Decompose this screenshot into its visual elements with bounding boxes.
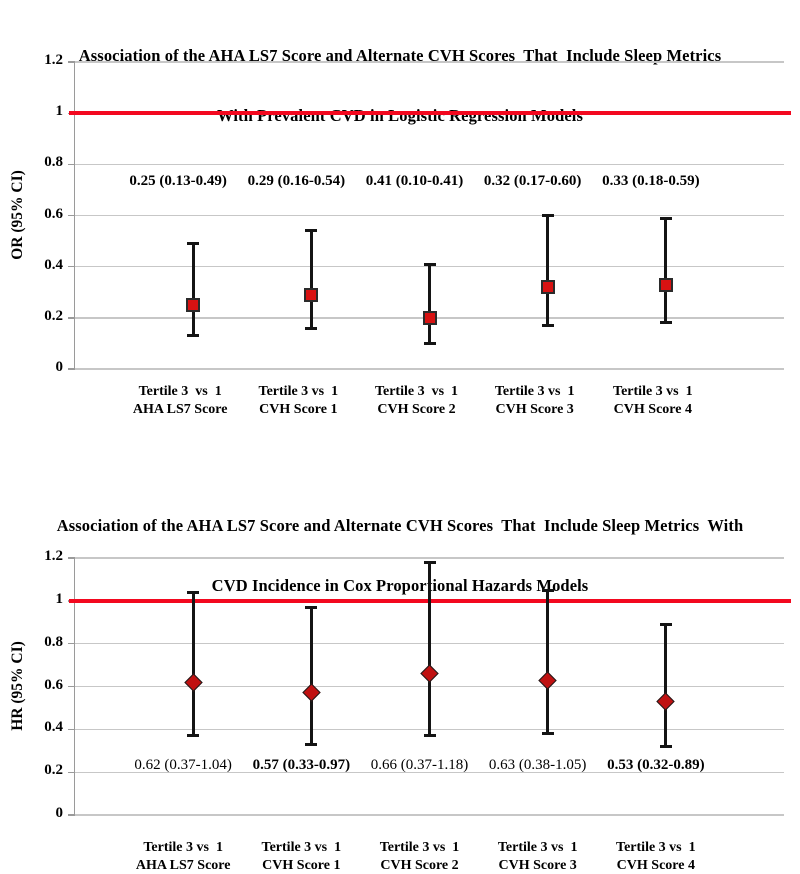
ci-error-bar <box>192 592 195 735</box>
marker-diamond-icon <box>184 673 202 691</box>
chart-title: Association of the AHA LS7 Score and Alt… <box>0 476 800 636</box>
ci-cap-bottom <box>187 734 199 737</box>
ci-error-bar <box>664 218 667 323</box>
estimate-ci-label: 0.53 (0.32-0.89) <box>566 757 746 774</box>
marker-square-icon <box>304 288 318 302</box>
reference-line <box>69 111 791 114</box>
ci-cap-bottom <box>660 745 672 748</box>
ci-cap-top <box>187 242 199 245</box>
ci-cap-bottom <box>660 321 672 324</box>
ci-cap-top <box>187 591 199 594</box>
cox-hazards-hr-chart: Association of the AHA LS7 Score and Alt… <box>0 455 800 871</box>
y-tick-label: 0.8 <box>11 154 63 171</box>
y-axis-line <box>74 62 75 369</box>
ci-cap-bottom <box>424 734 436 737</box>
gridline <box>75 814 784 815</box>
y-tick-label: 0.6 <box>11 206 63 223</box>
y-tick-label: 0 <box>11 805 63 822</box>
chart-title-line-2: With Prevalent CVD in Logistic Regressio… <box>0 106 800 126</box>
ci-error-bar <box>664 624 667 746</box>
x-category-label-line-2: CVH Score 4 <box>563 401 743 419</box>
ci-cap-top <box>424 561 436 564</box>
ci-error-bar <box>546 590 549 733</box>
ci-cap-bottom <box>305 327 317 330</box>
ci-error-bar <box>310 607 313 744</box>
marker-diamond-icon <box>657 692 675 710</box>
ci-cap-top <box>542 214 554 217</box>
y-tick-label: 0.2 <box>11 762 63 779</box>
x-category-label-line-1: Tertile 3 vs 1 <box>566 839 746 857</box>
y-tick-label: 1.2 <box>11 548 63 565</box>
y-tick-label: 1 <box>11 103 63 120</box>
ci-error-bar <box>192 244 195 336</box>
y-tick-label: 0.4 <box>11 257 63 274</box>
y-tick-label: 0.4 <box>11 719 63 736</box>
ci-error-bar <box>310 231 313 328</box>
marker-square-icon <box>541 280 555 294</box>
ci-cap-bottom <box>424 342 436 345</box>
ci-cap-top <box>305 229 317 232</box>
logistic-regression-or-chart: Association of the AHA LS7 Score and Alt… <box>0 0 800 455</box>
ci-cap-top <box>305 606 317 609</box>
ci-cap-top <box>660 217 672 220</box>
y-tick-label: 0.2 <box>11 308 63 325</box>
y-tick-label: 1.2 <box>11 52 63 69</box>
marker-square-icon <box>186 298 200 312</box>
y-tick-label: 1 <box>11 591 63 608</box>
ci-cap-top <box>660 623 672 626</box>
gridline <box>75 557 784 558</box>
gridline <box>75 368 784 369</box>
chart-title-line-1: Association of the AHA LS7 Score and Alt… <box>0 516 800 536</box>
gridline <box>75 61 784 62</box>
ci-error-bar <box>546 216 549 326</box>
ci-cap-top <box>542 589 554 592</box>
ci-error-bar <box>428 562 431 735</box>
ci-cap-top <box>424 263 436 266</box>
y-tick-label: 0.6 <box>11 677 63 694</box>
y-tick-label: 0.8 <box>11 634 63 651</box>
ci-cap-bottom <box>305 743 317 746</box>
estimate-ci-label: 0.33 (0.18-0.59) <box>561 173 741 190</box>
gridline <box>75 164 784 165</box>
ci-cap-bottom <box>542 324 554 327</box>
marker-square-icon <box>423 311 437 325</box>
y-tick-label: 0 <box>11 359 63 376</box>
marker-diamond-icon <box>420 664 438 682</box>
gridline <box>75 215 784 216</box>
ci-error-bar <box>428 264 431 343</box>
y-axis-line <box>74 558 75 815</box>
x-category-label-line-1: Tertile 3 vs 1 <box>563 383 743 401</box>
chart-title-line-2: CVD Incidence in Cox Proportional Hazard… <box>0 576 800 596</box>
chart-title-line-1: Association of the AHA LS7 Score and Alt… <box>0 46 800 66</box>
ci-cap-bottom <box>187 334 199 337</box>
ci-cap-bottom <box>542 732 554 735</box>
chart-title: Association of the AHA LS7 Score and Alt… <box>0 6 800 166</box>
x-category-label-line-2: CVH Score 4 <box>566 857 746 874</box>
marker-square-icon <box>659 278 673 292</box>
